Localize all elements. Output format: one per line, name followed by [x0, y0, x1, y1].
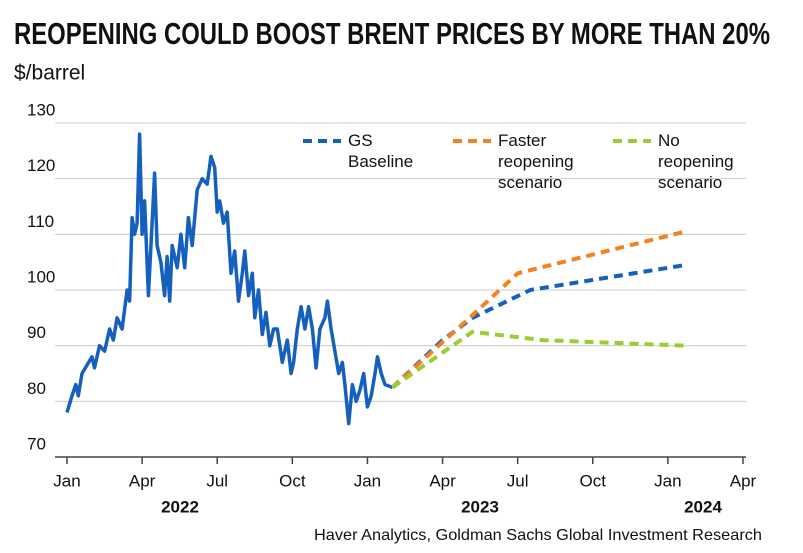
year-label: 2022	[161, 497, 199, 516]
y-tick-label: 80	[27, 379, 46, 398]
subtitle: $/barrel	[14, 62, 85, 85]
legend-swatch	[613, 139, 651, 143]
x-tick-label: Jan	[53, 471, 80, 490]
legend-label: No reopening scenario	[658, 131, 734, 192]
projection-line	[391, 329, 686, 390]
projection-line	[391, 263, 686, 389]
x-tick-label: Apr	[429, 471, 456, 490]
x-tick-label: Oct	[279, 471, 306, 490]
y-tick-label: 100	[27, 267, 55, 286]
x-tick-label: Jan	[654, 471, 681, 490]
projection-line	[391, 229, 686, 389]
year-label: 2024	[684, 497, 722, 516]
price-line	[65, 132, 394, 426]
x-tick-label: Oct	[580, 471, 607, 490]
x-tick-label: Jul	[507, 471, 529, 490]
y-tick-label: 120	[27, 156, 55, 175]
y-tick-label: 110	[27, 212, 54, 231]
y-tick-label: 70	[27, 434, 46, 453]
x-tick-label: Jan	[354, 471, 381, 490]
legend-label: GS Baseline	[348, 131, 414, 171]
chart-title: REOPENING COULD BOOST BRENT PRICES BY MO…	[14, 16, 770, 51]
legend-label: Faster reopening scenario	[498, 131, 574, 192]
x-tick-label: Apr	[730, 471, 757, 490]
legend-item: Faster reopening scenario	[452, 130, 602, 193]
y-tick-label: 130	[27, 100, 55, 119]
x-tick-label: Apr	[129, 471, 156, 490]
source: Haver Analytics, Goldman Sachs Global In…	[314, 527, 762, 544]
y-tick-label: 90	[27, 323, 46, 342]
legend-item: No reopening scenario	[612, 130, 752, 193]
legend-item: GS Baseline	[302, 130, 422, 172]
legend-swatch	[303, 139, 341, 143]
year-label: 2023	[461, 497, 499, 516]
legend-swatch	[453, 139, 491, 143]
x-tick-label: Jul	[206, 471, 228, 490]
